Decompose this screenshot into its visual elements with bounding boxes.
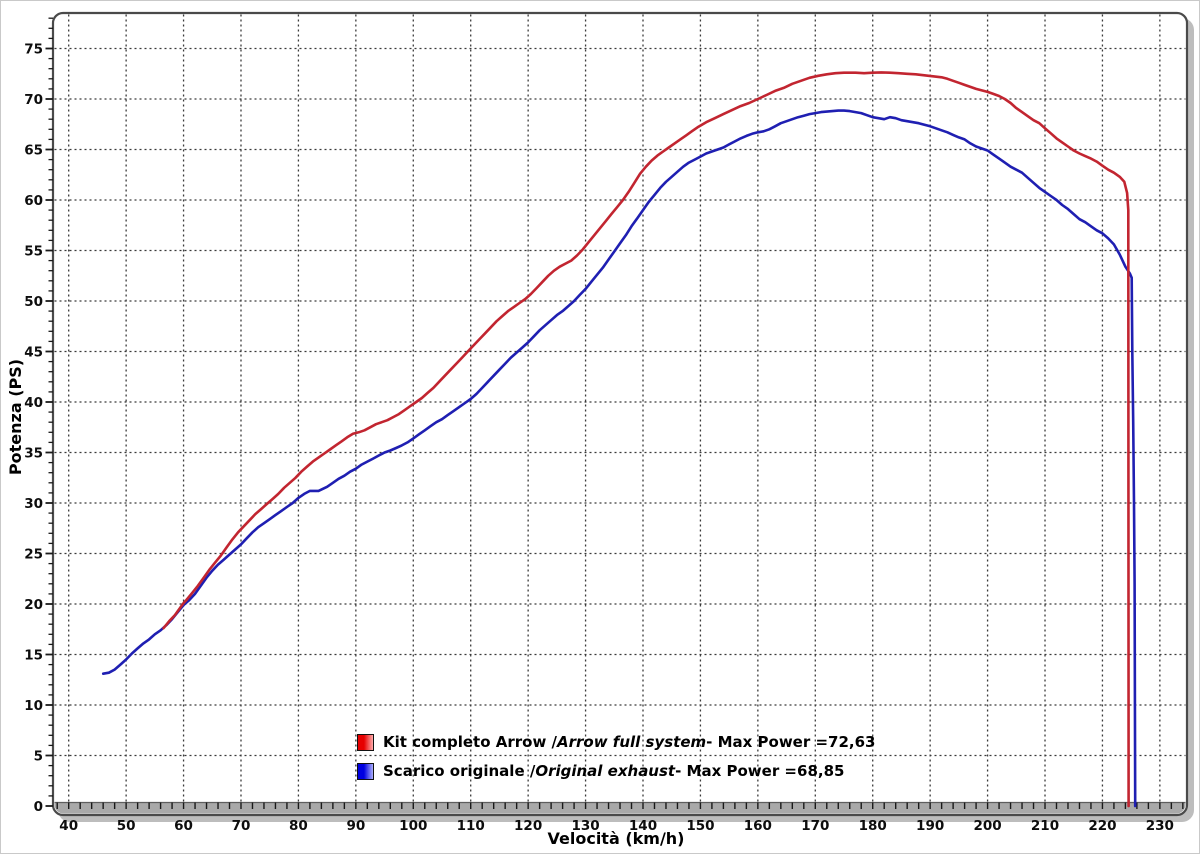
legend-label-italic: Arrow full system — [557, 733, 707, 751]
x-tick-label: 140 — [629, 818, 657, 834]
legend-max-power-value: 68,85 — [797, 762, 845, 780]
x-tick-label: 40 — [59, 818, 78, 834]
y-tick-label: 60 — [24, 193, 43, 209]
y-tick-label: 5 — [34, 749, 43, 765]
plot-frame — [51, 11, 1189, 817]
y-tick-label: 50 — [24, 294, 43, 310]
y-tick-label: 35 — [24, 446, 43, 462]
y-tick-label: 70 — [24, 92, 43, 108]
x-tick-label: 60 — [174, 818, 193, 834]
plot-background — [53, 13, 1187, 815]
x-tick-label: 150 — [686, 818, 714, 834]
legend-label-post: - Max Power = — [675, 762, 798, 780]
x-tick-label: 230 — [1146, 818, 1174, 834]
legend-max-power-value: 72,63 — [828, 733, 876, 751]
x-tick-label: 110 — [457, 818, 485, 834]
arrow-kit-curve — [162, 71, 1130, 808]
x-tick-label: 200 — [973, 818, 1001, 834]
y-tick-label: 40 — [24, 395, 43, 411]
x-tick-label: 120 — [514, 818, 542, 834]
legend-row-original-exhaust: Scarico originale / Original exhaust - M… — [357, 757, 876, 786]
x-tick-label: 80 — [289, 818, 308, 834]
x-tick-label: 130 — [571, 818, 599, 834]
x-tick-label: 90 — [346, 818, 365, 834]
original-exhaust-curve — [101, 109, 1137, 808]
x-tick-label: 100 — [399, 818, 427, 834]
legend-label-pre: Scarico originale / — [383, 762, 536, 780]
plot-area — [54, 14, 1186, 814]
y-tick-label: 75 — [24, 42, 43, 58]
x-tick-label: 210 — [1031, 818, 1059, 834]
y-tick-label: 10 — [24, 698, 43, 714]
x-axis-label: Velocità (km/h) — [548, 829, 685, 848]
legend-swatch-original-icon — [357, 763, 374, 780]
legend-label-pre: Kit completo Arrow / — [383, 733, 558, 751]
x-tick-label: 70 — [232, 818, 251, 834]
x-tick-label: 160 — [744, 818, 772, 834]
y-tick-label: 55 — [24, 244, 43, 260]
x-tick-label: 180 — [859, 818, 887, 834]
legend-swatch-arrow-icon — [357, 734, 374, 751]
y-tick-label: 45 — [24, 345, 43, 361]
x-tick-label: 220 — [1088, 818, 1116, 834]
legend: Kit completo Arrow / Arrow full system -… — [357, 728, 876, 786]
legend-row-arrow-kit: Kit completo Arrow / Arrow full system -… — [357, 728, 876, 757]
y-axis-label: Potenza (PS) — [6, 359, 25, 475]
y-tick-label: 30 — [24, 496, 43, 512]
x-tick-label: 50 — [117, 818, 136, 834]
y-tick-label: 65 — [24, 143, 43, 159]
y-tick-label: 20 — [24, 597, 43, 613]
y-tick-label: 25 — [24, 547, 43, 563]
y-tick-label: 0 — [34, 799, 43, 815]
legend-label-italic: Original exhaust — [535, 762, 676, 780]
y-tick-label: 15 — [24, 648, 43, 664]
x-tick-label: 190 — [916, 818, 944, 834]
legend-label-post: - Max Power = — [706, 733, 829, 751]
x-tick-label: 170 — [801, 818, 829, 834]
